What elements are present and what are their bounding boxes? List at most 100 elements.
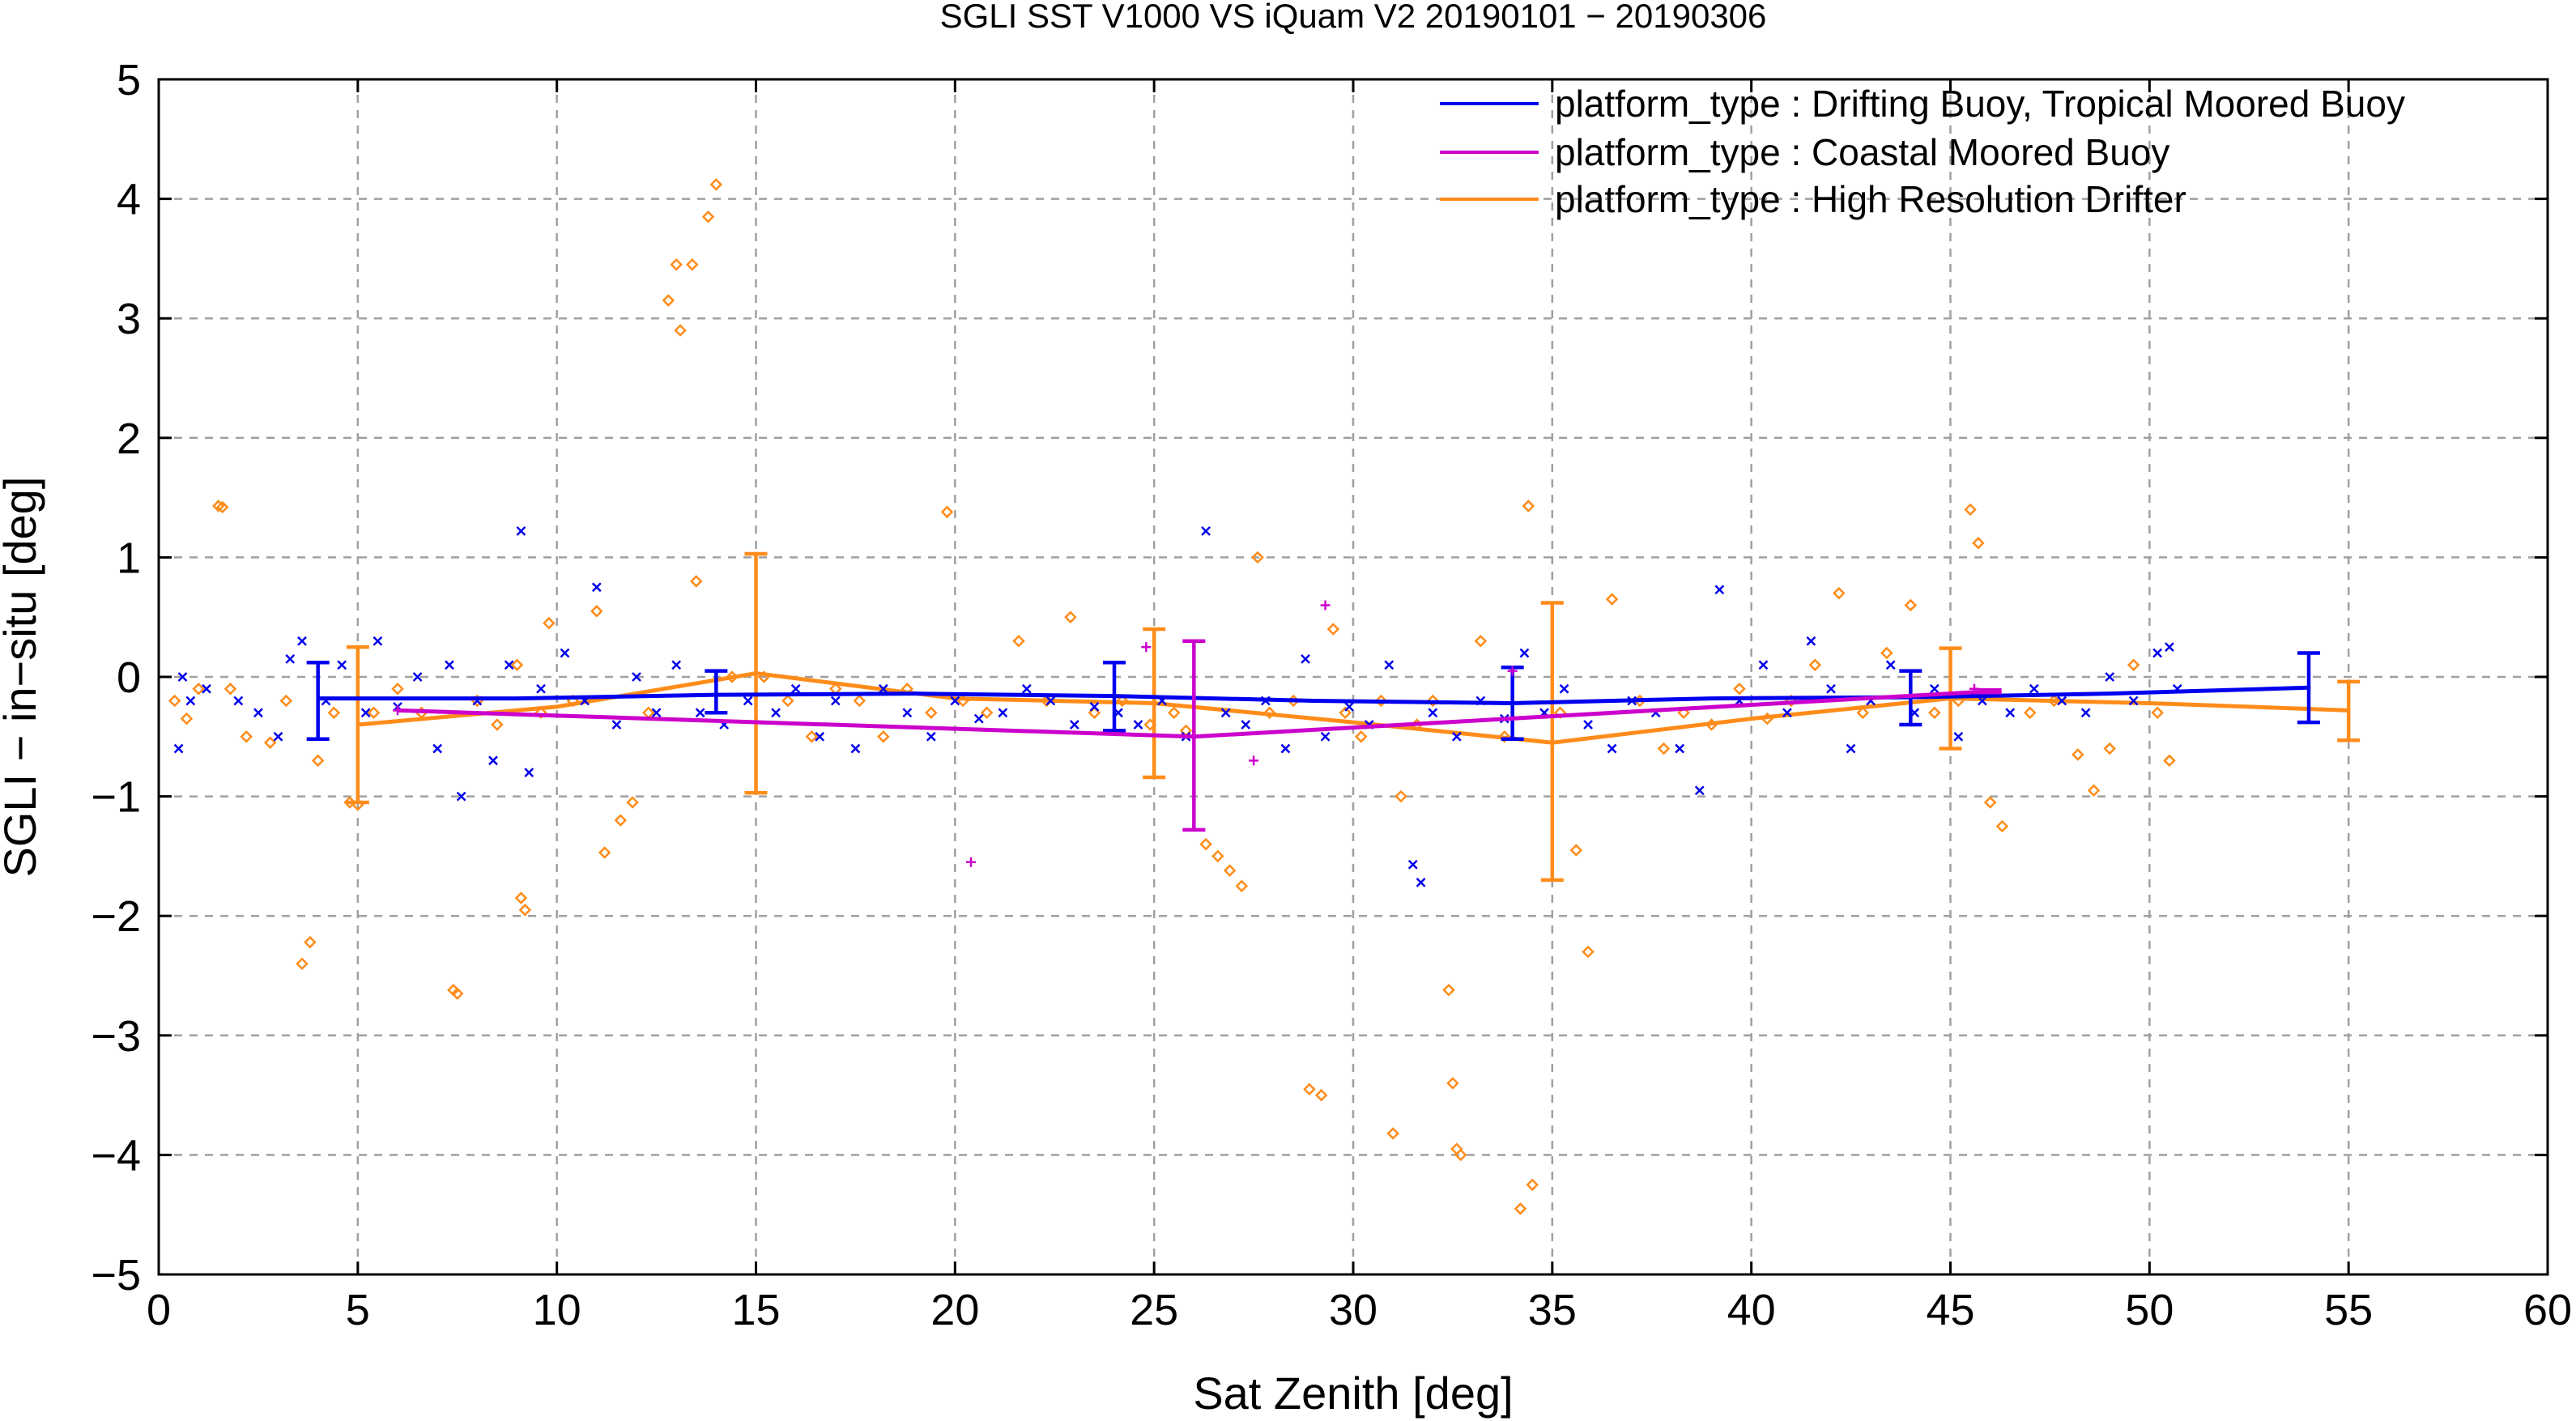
data-point — [504, 660, 514, 670]
data-point — [1384, 660, 1394, 670]
data-point — [1416, 877, 1426, 887]
legend-label-coastal-moored-buoy: platform_type : Coastal Moored Buoy — [1555, 131, 2169, 173]
data-point — [514, 891, 528, 904]
data-point — [360, 708, 371, 718]
data-point — [1694, 785, 1705, 796]
data-point — [1904, 598, 1918, 612]
data-point — [1446, 1077, 1459, 1090]
plot-area — [168, 178, 2361, 1215]
data-point — [1514, 1202, 1527, 1215]
data-point — [1526, 1178, 1539, 1192]
data-point — [2080, 708, 2091, 718]
data-point — [173, 743, 184, 754]
data-point — [2005, 708, 2016, 718]
data-point — [830, 696, 841, 706]
data-point — [1507, 666, 1518, 676]
data-point — [518, 904, 532, 917]
data-point — [510, 658, 524, 672]
data-point — [626, 796, 639, 809]
data-point — [1605, 593, 1619, 606]
x-tick-label: 35 — [1528, 1286, 1577, 1334]
y-tick-label: 3 — [117, 295, 141, 343]
data-point — [1782, 708, 1792, 718]
data-point — [233, 696, 244, 706]
data-point — [790, 683, 801, 694]
grid-lines — [159, 79, 2548, 1274]
data-point — [850, 743, 861, 754]
data-point — [671, 660, 682, 670]
data-point — [1320, 600, 1331, 611]
data-point — [543, 616, 556, 630]
data-point — [1045, 696, 1056, 706]
data-point — [177, 672, 188, 682]
data-point — [670, 258, 683, 271]
data-point — [940, 505, 954, 519]
data-point — [1474, 634, 1488, 648]
data-point — [1928, 706, 1941, 720]
x-tick-label: 30 — [1329, 1286, 1377, 1334]
data-point — [279, 694, 293, 708]
data-point — [686, 258, 699, 271]
data-point — [980, 706, 994, 720]
data-point — [1450, 1142, 1463, 1155]
data-point — [2127, 658, 2140, 672]
x-tick-label: 15 — [731, 1286, 780, 1334]
chart-title: SGLI SST V1000 VS iQuam V2 20190101 − 20… — [940, 0, 1767, 35]
data-point — [1758, 660, 1769, 670]
data-point — [263, 736, 277, 749]
data-point — [1657, 742, 1671, 755]
data-point — [701, 210, 715, 223]
data-point — [1355, 730, 1368, 743]
data-point — [1303, 1083, 1316, 1096]
data-point — [1235, 879, 1249, 893]
data-point — [1314, 1088, 1328, 1102]
data-point — [591, 582, 602, 593]
data-point — [1607, 743, 1617, 754]
data-point — [311, 754, 325, 768]
data-point — [1583, 720, 1593, 730]
data-point — [534, 706, 547, 720]
data-point — [2103, 742, 2116, 755]
data-point — [632, 672, 641, 682]
data-point — [1519, 648, 1530, 658]
y-tick-label: 5 — [117, 56, 141, 104]
data-point — [1280, 743, 1291, 754]
data-point — [815, 731, 825, 742]
y-tick-label: 4 — [117, 176, 141, 224]
data-point — [273, 731, 283, 742]
data-point — [853, 694, 866, 708]
data-point — [781, 694, 794, 708]
data-point — [253, 708, 263, 718]
data-point — [296, 957, 309, 971]
data-point — [327, 706, 341, 720]
series-0 — [173, 526, 2320, 887]
data-point — [304, 935, 317, 949]
data-point — [2165, 642, 2174, 652]
data-point — [1069, 720, 1079, 730]
data-point — [192, 682, 205, 696]
data-point — [2128, 696, 2139, 706]
series-1 — [393, 600, 2002, 867]
data-point — [1386, 1127, 1399, 1140]
data-point — [1326, 623, 1340, 636]
data-point — [560, 648, 570, 658]
data-point — [1223, 864, 1237, 877]
data-point — [224, 682, 237, 696]
data-point — [902, 708, 913, 718]
data-point — [1249, 755, 1259, 766]
data-point — [185, 696, 196, 706]
data-point — [2029, 683, 2039, 694]
data-point — [2152, 648, 2163, 658]
data-point — [1089, 702, 1100, 712]
data-point — [1522, 500, 1535, 513]
y-tick-label: −3 — [91, 1012, 141, 1061]
data-point — [2087, 784, 2101, 797]
data-point — [297, 636, 307, 646]
data-point — [1733, 682, 1746, 696]
data-point — [1262, 706, 1276, 720]
data-point — [445, 660, 454, 670]
x-tick-label: 0 — [147, 1286, 171, 1334]
data-point — [1064, 611, 1077, 623]
data-point — [1374, 694, 1388, 708]
